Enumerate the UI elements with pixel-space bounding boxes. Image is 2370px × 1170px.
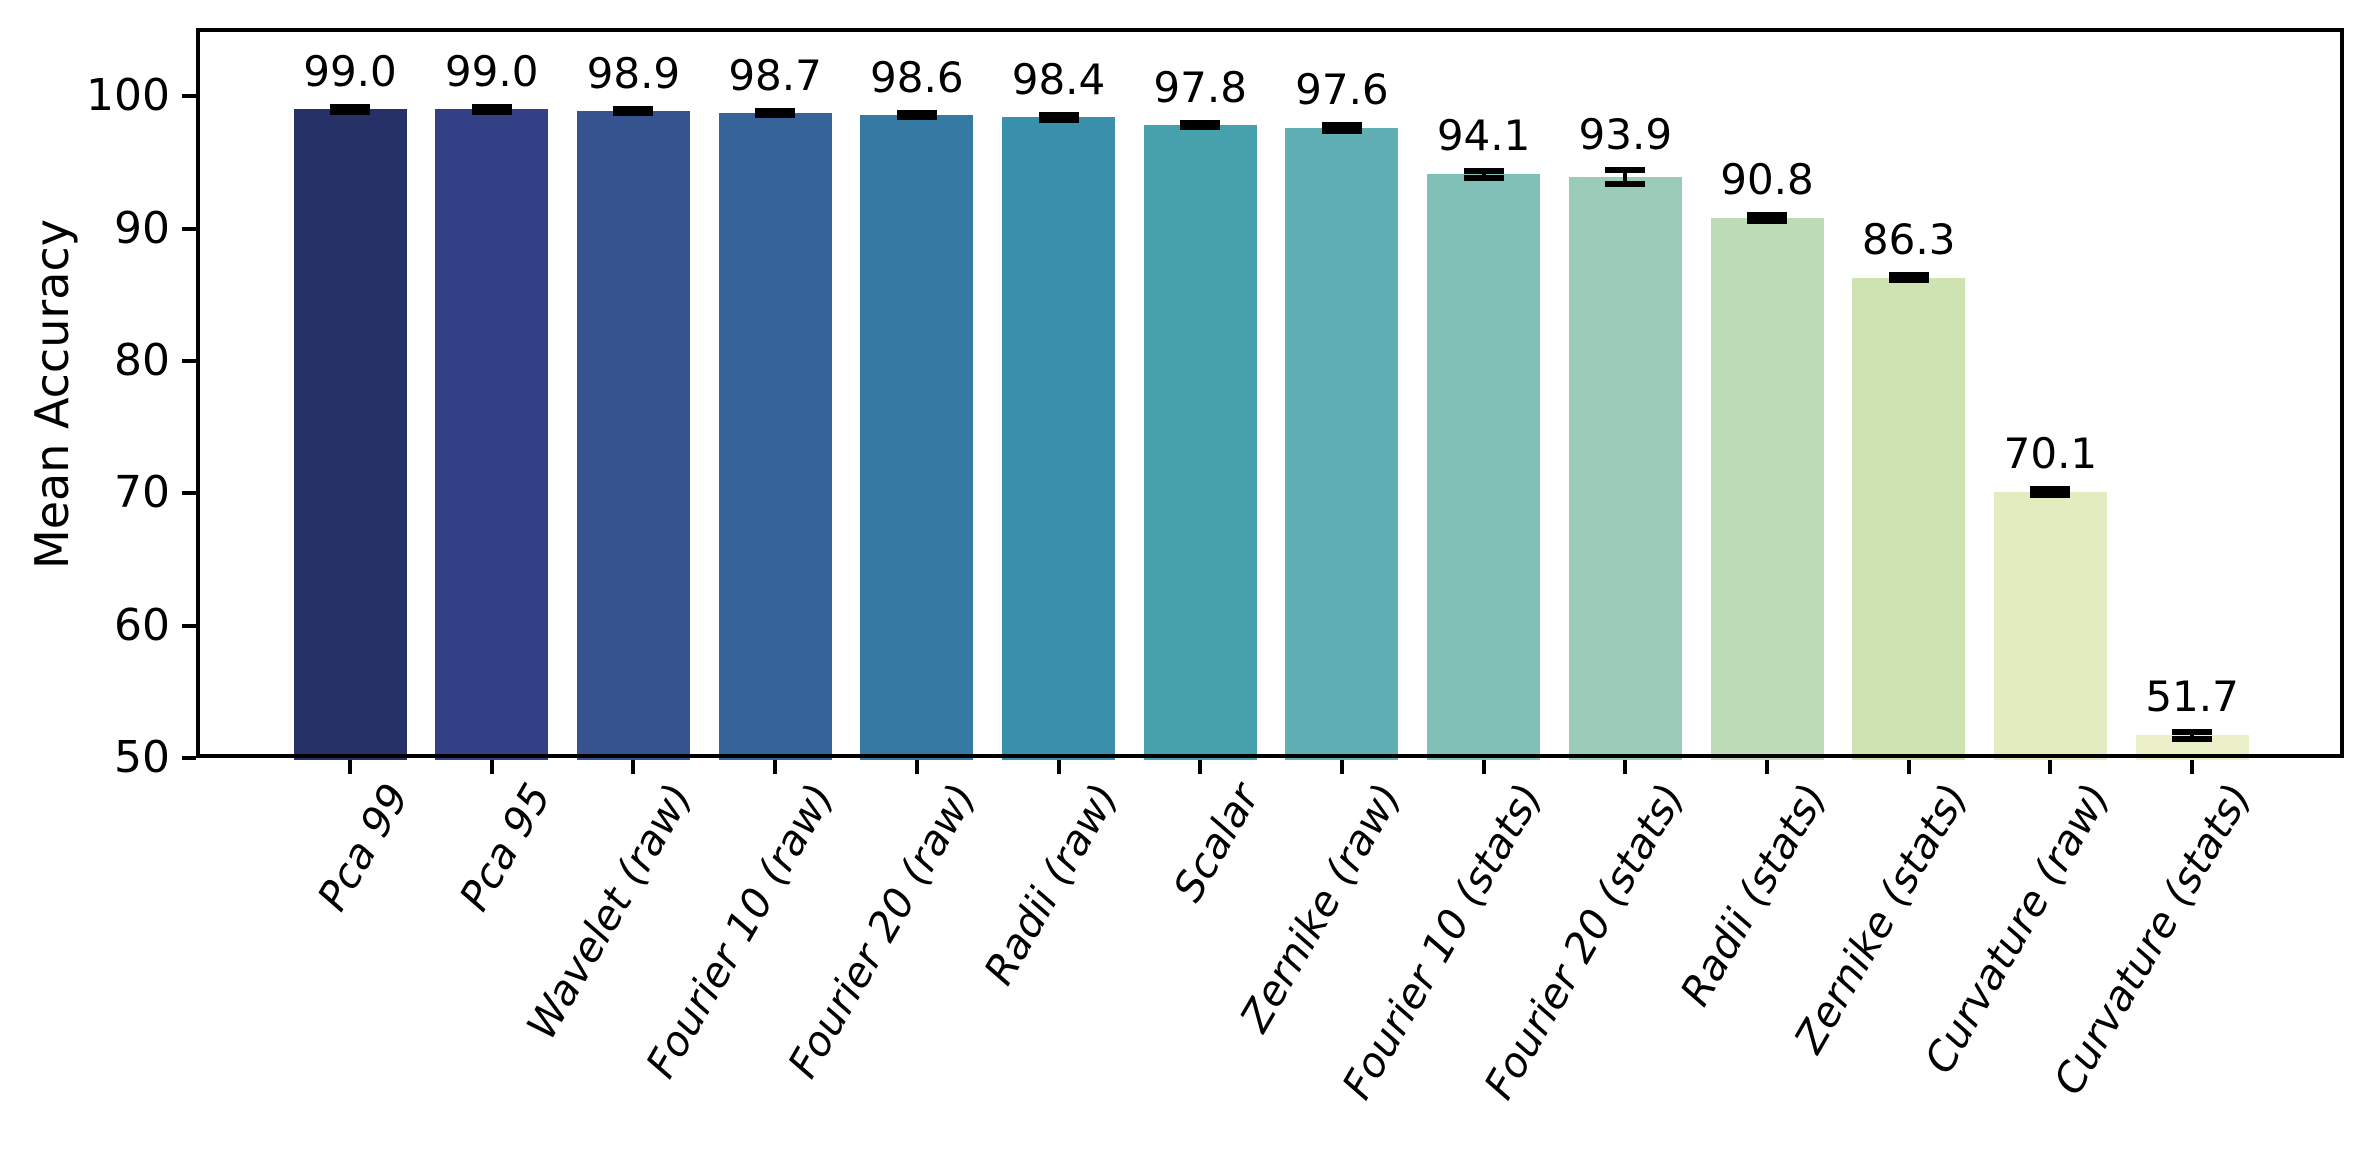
error-bar-cap xyxy=(330,103,370,110)
error-bar-cap xyxy=(613,105,654,112)
error-bar-cap xyxy=(613,109,654,116)
error-bar-cap xyxy=(1605,180,1646,187)
bar-value-label: 97.8 xyxy=(1153,63,1247,113)
bar xyxy=(576,110,690,760)
x-tick-mark xyxy=(631,760,636,774)
bar-value-label: 70.1 xyxy=(2003,429,2098,479)
x-tick-mark xyxy=(1339,760,1344,774)
x-tick-mark xyxy=(1906,760,1911,774)
error-bar-cap xyxy=(1888,271,1929,278)
error-bar-cap xyxy=(1463,174,1504,181)
error-bar-cap xyxy=(471,109,512,116)
x-tick-mark xyxy=(1481,760,1486,774)
bar xyxy=(1143,125,1257,760)
bar-value-label: 99.0 xyxy=(303,46,397,96)
error-bar-cap xyxy=(896,113,937,120)
error-bar-cap xyxy=(755,112,796,119)
error-bar-cap xyxy=(1321,122,1362,129)
error-bar-cap xyxy=(755,108,796,115)
error-bar-cap xyxy=(1888,277,1929,284)
y-tick-label: 50 xyxy=(114,732,170,783)
error-bar-cap xyxy=(1180,124,1221,131)
bar-value-label: 98.7 xyxy=(728,51,822,101)
error-bar-cap xyxy=(1038,111,1079,118)
y-tick-mark xyxy=(182,358,196,363)
y-tick-label: 60 xyxy=(114,599,170,651)
y-tick-label: 70 xyxy=(114,467,170,519)
error-bar-cap xyxy=(2030,491,2071,498)
bar xyxy=(435,109,549,760)
error-bar-cap xyxy=(1321,127,1362,134)
bar xyxy=(1285,127,1399,760)
bar-value-label: 94.1 xyxy=(1436,110,1531,160)
bar-value-label: 99.0 xyxy=(444,46,539,96)
bar xyxy=(1568,176,1682,760)
error-bar-whisker xyxy=(2190,731,2195,740)
error-bar-cap xyxy=(1747,218,1787,225)
error-bar-cap xyxy=(1180,120,1221,127)
error-bar-cap xyxy=(1605,167,1646,174)
bar xyxy=(1993,491,2107,760)
bar xyxy=(1852,277,1966,760)
error-bar-cap xyxy=(896,109,937,116)
error-bar-cap xyxy=(2030,486,2071,493)
error-bar-whisker xyxy=(1481,170,1486,178)
bar xyxy=(718,113,832,760)
x-tick-mark xyxy=(1198,760,1203,774)
bar-value-label: 98.9 xyxy=(586,48,681,98)
bar-value-label: 90.8 xyxy=(1720,154,1814,204)
bar xyxy=(1427,174,1541,760)
x-tick-mark xyxy=(1765,760,1769,774)
bar-value-label: 98.6 xyxy=(870,52,964,102)
error-bar-cap xyxy=(1747,211,1787,218)
error-bar-whisker xyxy=(1765,214,1769,222)
x-tick-mark xyxy=(773,760,778,774)
bar xyxy=(293,109,407,760)
bar xyxy=(860,114,974,760)
bar-value-label: 98.4 xyxy=(1011,54,1106,104)
y-tick-label: 100 xyxy=(86,70,170,122)
bar-value-label: 97.6 xyxy=(1295,65,1389,115)
y-tick-mark xyxy=(182,491,196,496)
bar-value-label: 51.7 xyxy=(2145,671,2239,721)
x-tick-mark xyxy=(2190,760,2195,774)
x-tick-mark xyxy=(1623,760,1628,774)
x-tick-mark xyxy=(1056,760,1061,774)
bar-value-label: 86.3 xyxy=(1861,214,1956,264)
error-bar-cap xyxy=(1463,167,1504,174)
error-bar-cap xyxy=(2172,736,2213,743)
error-bar-whisker xyxy=(1623,170,1628,184)
y-tick-label: 90 xyxy=(114,202,170,254)
y-tick-mark xyxy=(182,623,196,628)
error-bar-cap xyxy=(330,109,370,116)
error-bar-cap xyxy=(2172,728,2213,735)
x-tick-mark xyxy=(489,760,494,774)
bar-value-label: 93.9 xyxy=(1578,110,1673,160)
error-bar-cap xyxy=(1038,117,1079,123)
x-tick-mark xyxy=(2048,760,2053,774)
bar xyxy=(1710,217,1824,760)
y-tick-mark xyxy=(182,226,196,231)
bar xyxy=(1002,117,1115,760)
x-tick-mark xyxy=(348,760,352,774)
x-tick-mark xyxy=(914,760,919,774)
y-tick-mark xyxy=(182,94,196,99)
error-bar-cap xyxy=(471,103,512,110)
y-tick-mark xyxy=(182,756,196,760)
y-tick-label: 80 xyxy=(114,334,170,386)
